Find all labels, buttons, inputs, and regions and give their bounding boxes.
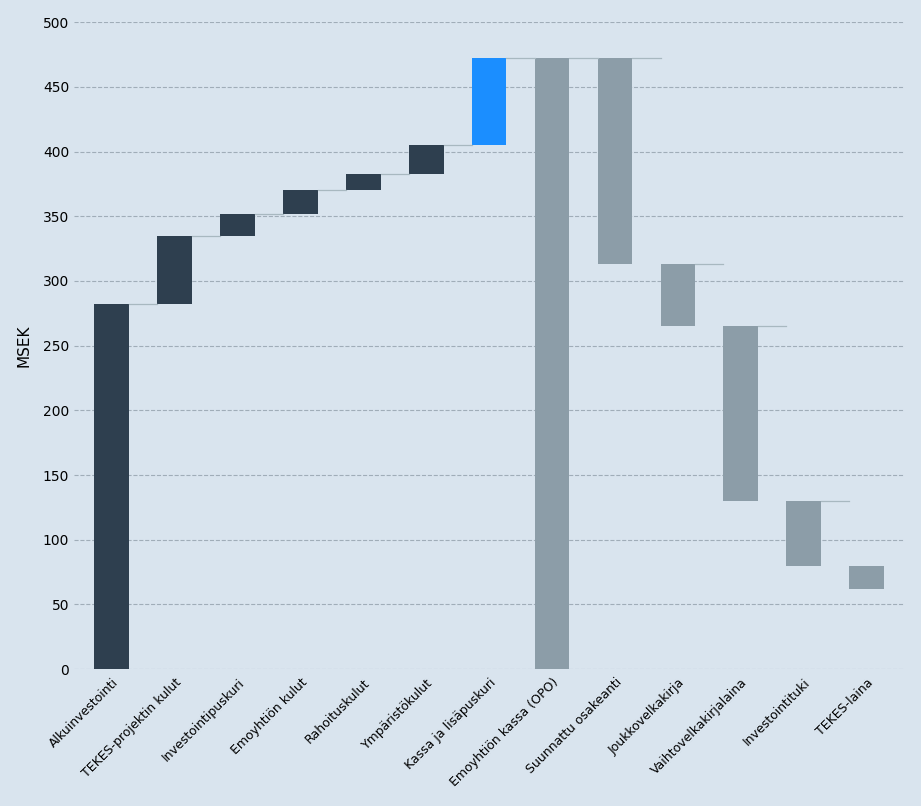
Bar bbox=[660, 264, 695, 326]
Bar bbox=[220, 214, 255, 235]
Y-axis label: MSEK: MSEK bbox=[17, 324, 31, 367]
Bar bbox=[598, 58, 633, 264]
Bar bbox=[724, 326, 758, 501]
Bar bbox=[283, 190, 318, 214]
Bar bbox=[849, 566, 884, 589]
Bar bbox=[157, 235, 192, 304]
Bar bbox=[472, 58, 507, 145]
Bar bbox=[535, 58, 569, 669]
Bar bbox=[346, 173, 380, 190]
Bar bbox=[95, 304, 129, 669]
Bar bbox=[409, 145, 444, 173]
Bar bbox=[787, 501, 821, 566]
